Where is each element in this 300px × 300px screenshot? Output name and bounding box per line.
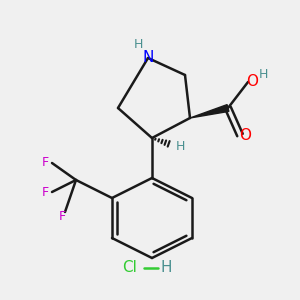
Text: O: O xyxy=(246,74,258,88)
Text: F: F xyxy=(58,211,66,224)
Text: H: H xyxy=(175,140,185,152)
Text: H: H xyxy=(258,68,268,80)
Text: O: O xyxy=(239,128,251,143)
Text: F: F xyxy=(41,185,49,199)
Text: H: H xyxy=(160,260,172,275)
Text: Cl: Cl xyxy=(123,260,137,275)
Text: F: F xyxy=(41,157,49,169)
Polygon shape xyxy=(190,105,229,118)
Text: N: N xyxy=(142,50,154,65)
Text: H: H xyxy=(133,38,143,52)
